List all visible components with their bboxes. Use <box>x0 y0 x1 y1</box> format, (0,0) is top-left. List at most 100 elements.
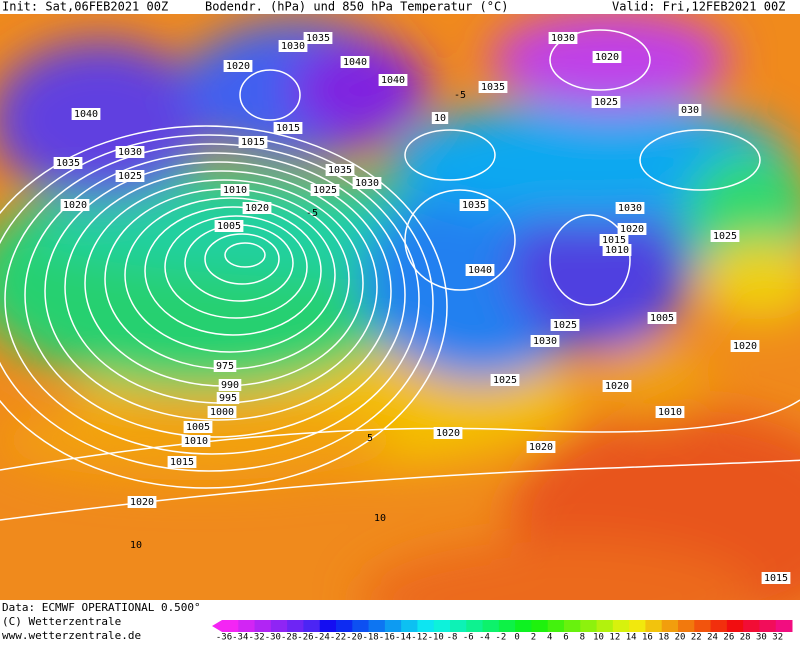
colorbar-label: 18 <box>658 633 669 643</box>
temperature-label: 10 <box>130 540 142 551</box>
isobar-label: 1035 <box>56 158 80 169</box>
colorbar-swatch <box>384 620 402 632</box>
colorbar-swatch <box>580 620 598 632</box>
colorbar-swatch <box>743 620 760 632</box>
colorbar-swatch <box>629 620 646 632</box>
colorbar-label: 2 <box>531 633 536 643</box>
colorbar-swatch <box>270 620 288 632</box>
isobar <box>144 206 322 336</box>
isobar-label-bg <box>730 340 760 352</box>
colorbar-label: 8 <box>580 633 585 643</box>
colorbar-swatch <box>694 620 712 632</box>
valid-time: Valid: Fri,12FEB2021 00Z <box>612 0 785 14</box>
temperature-label: -5 <box>306 208 318 219</box>
isobar-label: 1020 <box>63 200 87 211</box>
colorbar-label: 32 <box>772 633 783 643</box>
isobar-label-bg <box>615 202 645 214</box>
isobar-label-bg <box>214 220 244 232</box>
map-title: Bodendr. (hPa) und 850 hPa Temperatur (°… <box>205 0 508 14</box>
isobar-label-bg <box>220 184 250 196</box>
isobar-label-bg <box>490 374 520 386</box>
isobar-label: 975 <box>216 361 234 372</box>
colorbar-swatch <box>661 620 679 632</box>
isobar-label: 1010 <box>605 245 629 256</box>
isobar-label-bg <box>602 380 632 392</box>
isobar <box>549 214 631 306</box>
isobar-label-bg <box>478 81 508 93</box>
isobar-label: 1010 <box>658 407 682 418</box>
isobar-label-bg <box>548 32 578 44</box>
colorbar-swatch <box>547 620 565 632</box>
isobar-label-bg <box>223 60 253 72</box>
isobar-label: 1030 <box>281 41 305 52</box>
isobar-label: 1030 <box>533 336 557 347</box>
colorbar-label: -16 <box>379 633 395 643</box>
isobar-label: 1035 <box>328 165 352 176</box>
copyright: (C) Wetterzentrale <box>2 615 121 628</box>
colorbar-swatch <box>254 620 272 632</box>
isobar-label-bg <box>592 51 622 63</box>
isobar-label: 1025 <box>594 97 618 108</box>
isobar-label: 1010 <box>184 436 208 447</box>
isobar-label-bg <box>181 435 211 447</box>
isobar-label-bg <box>591 96 621 108</box>
isobar <box>0 125 448 489</box>
temperature-label: -5 <box>454 90 466 101</box>
isobar-label: 1020 <box>605 381 629 392</box>
isobar-label: 1020 <box>620 224 644 235</box>
isobar-label: 1030 <box>118 147 142 158</box>
colorbar-label: -30 <box>265 633 281 643</box>
colorbar-swatch <box>612 620 630 632</box>
header-bg <box>0 0 800 14</box>
colorbar-swatch <box>645 620 663 632</box>
isobar-label-bg <box>459 199 489 211</box>
colorbar-swatch <box>515 620 532 632</box>
isobar <box>239 69 301 121</box>
isobar-label: 1020 <box>245 203 269 214</box>
colorbar-swatch <box>450 620 467 632</box>
colorbar-label: 16 <box>642 633 653 643</box>
isobar-label: 1025 <box>118 171 142 182</box>
isobar <box>24 152 406 438</box>
colorbar-label: -26 <box>297 633 313 643</box>
init-time: Init: Sat,06FEB2021 00Z <box>2 0 168 14</box>
colorbar-swatch <box>678 620 695 632</box>
colorbar-label: -18 <box>362 633 378 643</box>
isobar-label: 1020 <box>529 442 553 453</box>
colorbar-swatch <box>564 620 581 632</box>
isobar-label-bg <box>303 32 333 44</box>
isobar-label: 1005 <box>650 313 674 324</box>
colorbar-label: -10 <box>428 633 444 643</box>
isobar <box>639 129 761 191</box>
colorbar-label: 30 <box>756 633 767 643</box>
colorbar-swatch <box>287 620 304 632</box>
isobar-label-bg <box>530 335 560 347</box>
isobar-label-bg <box>53 157 83 169</box>
isobar-label: 1020 <box>733 341 757 352</box>
isobar-label: 1025 <box>493 375 517 386</box>
isobar <box>164 215 308 319</box>
colorbar-swatch <box>238 620 256 632</box>
colorbar-label: -28 <box>281 633 297 643</box>
colorbar-label: 12 <box>609 633 620 643</box>
isobar-label-bg <box>213 360 237 372</box>
isobar-label-bg <box>127 496 157 508</box>
isobar <box>224 242 266 268</box>
isobar <box>0 399 800 471</box>
temperature-label: 10 <box>374 513 386 524</box>
isobar-label: 1015 <box>764 573 788 584</box>
isobar <box>204 233 280 285</box>
colorbar-swatch <box>433 620 451 632</box>
isobar-label-bg <box>60 199 90 211</box>
colorbar-label: -32 <box>248 633 264 643</box>
colorbar-label: 14 <box>626 633 637 643</box>
colorbar-swatch <box>482 620 500 632</box>
colorbar-swatch <box>368 620 386 632</box>
isobar-label: 1020 <box>436 428 460 439</box>
colorbar-label: 4 <box>547 633 552 643</box>
colorbar-label: -6 <box>463 633 474 643</box>
temperature-label: 5 <box>367 433 373 444</box>
website: www.wetterzentrale.de <box>2 629 141 642</box>
isobar-label: 1020 <box>595 52 619 63</box>
